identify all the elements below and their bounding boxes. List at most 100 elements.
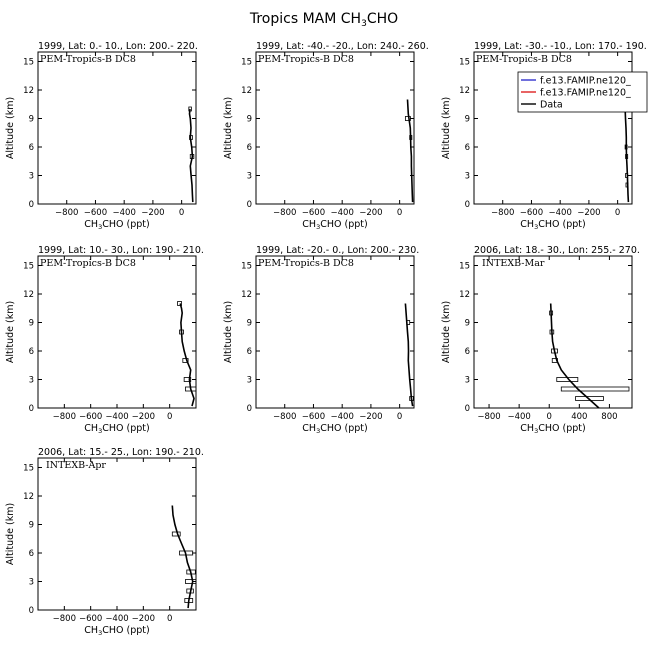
y-tick-label: 12: [23, 492, 34, 502]
plot-frame: [473, 255, 633, 409]
y-tick-label: 3: [29, 172, 34, 182]
x-axis-label-sub: 3: [98, 427, 102, 435]
spread-bar: [560, 386, 630, 392]
figure-title-tail: CHO: [367, 11, 398, 27]
y-tick-label: 9: [247, 115, 252, 125]
plot-frame: [37, 255, 197, 409]
y-tick-label: 12: [241, 290, 252, 300]
campaign-label: PEM-Tropics-B DC8: [258, 54, 354, 65]
spread-bar: [183, 377, 192, 382]
y-tick-label: 12: [459, 86, 470, 96]
x-axis-label-tail: CHO (ppt): [320, 423, 367, 434]
x-axis-label-sub: 3: [316, 427, 320, 435]
legend-entry: f.e13.FAMIP.ne120_: [540, 88, 631, 99]
x-axis-label-sub: 3: [534, 427, 538, 435]
spread-bar: [185, 579, 197, 584]
y-tick-label: 9: [465, 319, 470, 329]
y-tick-label: 15: [23, 262, 34, 272]
x-tick-label: −200: [132, 614, 155, 624]
y-tick-label: 3: [29, 578, 34, 588]
x-axis-label-base: CH: [84, 423, 98, 434]
y-tick-label: 3: [247, 376, 252, 386]
plot-frame: [255, 255, 415, 409]
x-axis-label-sub: 3: [98, 223, 102, 231]
x-axis-label-tail: CHO (ppt): [102, 625, 149, 636]
y-tick-label: 0: [247, 404, 252, 414]
x-axis-label-sub: 3: [534, 223, 538, 231]
panel-4: 1999, Lat: 10.- 30., Lon: 190.- 210. PEM-…: [5, 245, 204, 435]
y-tick-label: 6: [465, 143, 470, 153]
y-tick-label: 9: [29, 115, 34, 125]
x-tick-label: −600: [79, 412, 102, 422]
panel-1: 1999, Lat: 0.- 10., Lon: 200.- 220. PEM-T…: [5, 41, 198, 231]
x-tick-label: −400: [507, 412, 530, 422]
x-axis-label-tail: CHO (ppt): [102, 423, 149, 434]
y-tick-label: 12: [23, 86, 34, 96]
data-line: [179, 303, 195, 407]
legend-box: [517, 71, 648, 113]
x-tick-label: 0: [167, 412, 172, 422]
figure-title-base: Tropics MAM CH: [249, 11, 361, 27]
y-tick-label: 9: [29, 319, 34, 329]
campaign-label: INTEXB-Mar: [482, 258, 545, 269]
y-tick-label: 0: [465, 404, 470, 414]
data-line: [624, 99, 630, 203]
data-line: [549, 303, 600, 409]
data-line: [171, 505, 194, 609]
x-axis-label-sub: 3: [98, 629, 102, 637]
panel-6: 2006, Lat: 18.- 30., Lon: 255.- 270. INTE…: [441, 245, 640, 435]
y-tick-label: 15: [23, 464, 34, 474]
campaign-label: PEM-Tropics-B DC8: [476, 54, 572, 65]
spread-bar: [177, 301, 182, 306]
x-tick-label: −400: [113, 208, 136, 218]
y-axis-label: Altitude (km): [441, 301, 452, 363]
x-tick-label: 0: [547, 412, 552, 422]
x-axis-label: CH3CHO (ppt): [84, 423, 149, 435]
panel-title: 2006, Lat: 15.- 25., Lon: 190.- 210.: [38, 447, 204, 458]
y-tick-label: 0: [465, 200, 470, 210]
y-tick-label: 6: [29, 143, 34, 153]
x-axis-label-tail: CHO (ppt): [538, 423, 585, 434]
x-tick-label: −600: [84, 208, 107, 218]
y-axis-label: Altitude (km): [5, 97, 16, 159]
y-axis-label: Altitude (km): [5, 301, 16, 363]
x-axis-label-base: CH: [520, 219, 534, 230]
panel-title: 2006, Lat: 18.- 30., Lon: 255.- 270.: [474, 245, 640, 256]
x-axis-label-base: CH: [84, 625, 98, 636]
x-axis-label-base: CH: [520, 423, 534, 434]
panel-2: 1999, Lat: -40.- -20., Lon: 240.- 260. PE…: [223, 41, 429, 231]
x-axis-label: CH3CHO (ppt): [520, 423, 585, 435]
y-tick-label: 9: [247, 319, 252, 329]
panel-5: 1999, Lat: -20.- 0., Lon: 200.- 230. PEM-…: [223, 245, 419, 435]
x-tick-label: −800: [491, 208, 514, 218]
x-tick-label: −600: [302, 208, 325, 218]
y-tick-label: 0: [29, 200, 34, 210]
x-tick-label: −800: [477, 412, 500, 422]
y-tick-label: 6: [247, 347, 252, 357]
y-tick-label: 3: [247, 172, 252, 182]
x-tick-label: 800: [601, 412, 617, 422]
panel-3: 1999, Lat: -30.- -10., Lon: 170.- 190. PE…: [441, 41, 647, 231]
y-tick-label: 9: [29, 521, 34, 531]
y-tick-label: 12: [241, 86, 252, 96]
x-tick-label: −800: [273, 208, 296, 218]
campaign-label: INTEXB-Apr: [46, 460, 106, 471]
y-tick-label: 15: [23, 58, 34, 68]
x-tick-label: −200: [359, 412, 382, 422]
plot-frame: [473, 51, 633, 205]
x-axis-label: CH3CHO (ppt): [84, 219, 149, 231]
y-tick-label: 12: [23, 290, 34, 300]
y-tick-label: 6: [465, 347, 470, 357]
data-line: [188, 108, 194, 203]
y-tick-label: 15: [459, 262, 470, 272]
x-axis-label-tail: CHO (ppt): [102, 219, 149, 230]
panel-title: 1999, Lat: -30.- -10., Lon: 170.- 190.: [474, 41, 647, 52]
x-tick-label: 0: [615, 208, 620, 218]
x-axis-label: CH3CHO (ppt): [302, 423, 367, 435]
x-tick-label: −200: [132, 412, 155, 422]
x-tick-label: 0: [397, 412, 402, 422]
campaign-label: PEM-Tropics-B DC8: [40, 258, 136, 269]
x-tick-label: −400: [549, 208, 572, 218]
x-tick-label: −400: [331, 412, 354, 422]
panel-title: 1999, Lat: 10.- 30., Lon: 190.- 210.: [38, 245, 204, 256]
